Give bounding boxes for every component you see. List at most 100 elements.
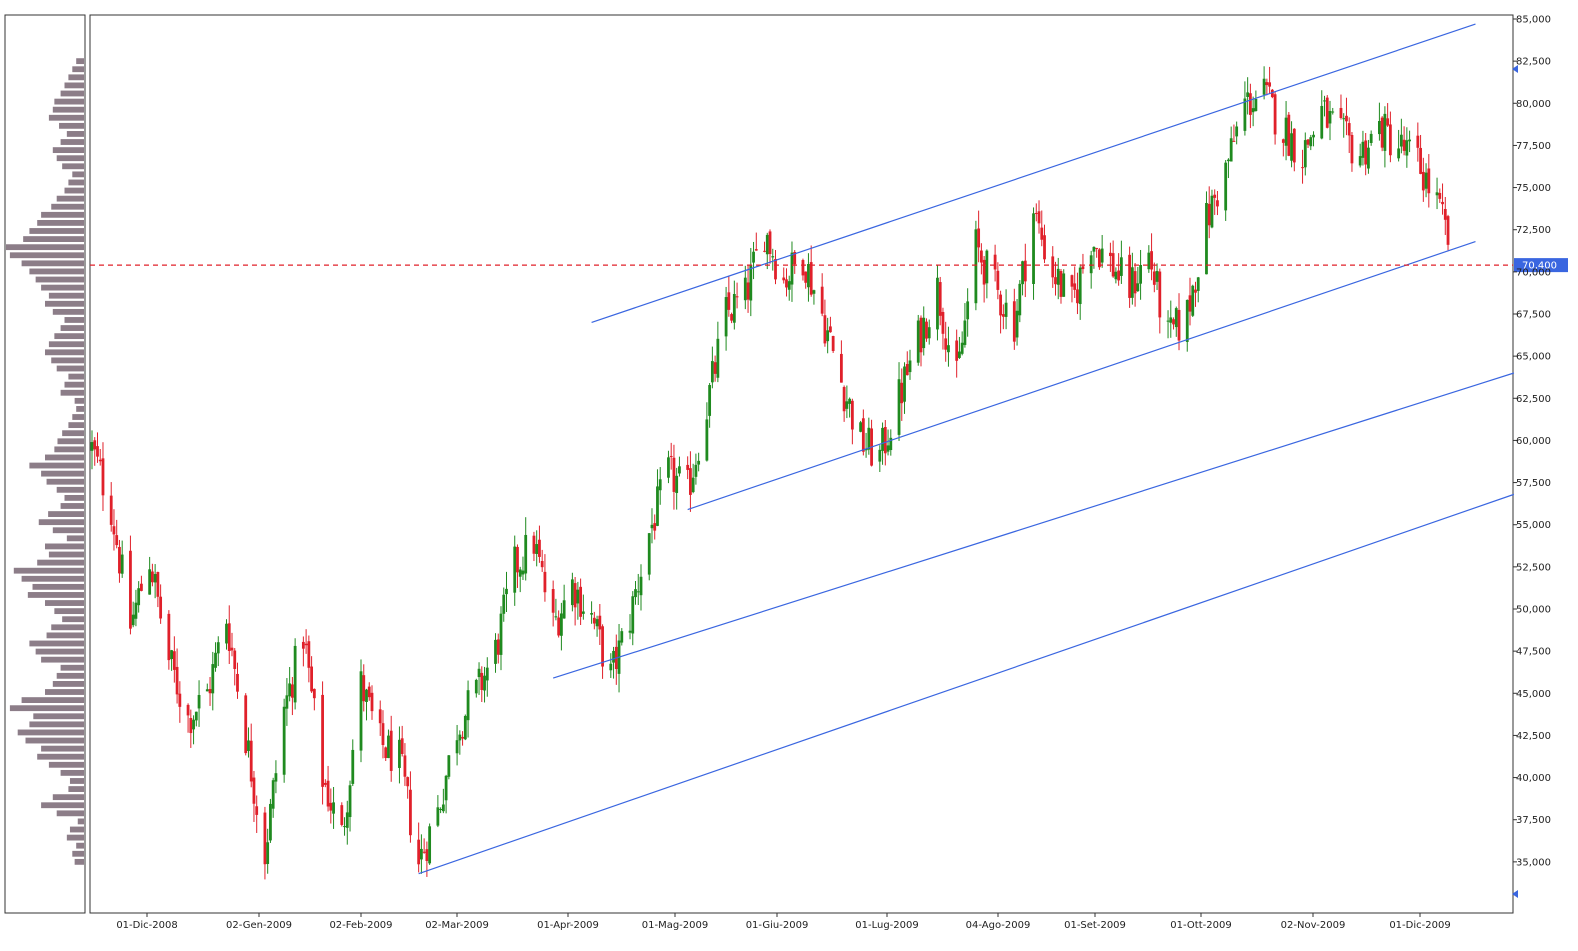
volume-profile-bar	[51, 203, 84, 210]
volume-profile-bar	[46, 632, 84, 639]
y-tick-label: 45,000	[1516, 689, 1551, 700]
candle-body	[963, 320, 967, 345]
candle-body	[1397, 148, 1401, 159]
candle-body	[1347, 123, 1351, 136]
candle-body	[1287, 114, 1291, 156]
candle-body	[477, 668, 481, 678]
candle-body	[326, 780, 330, 807]
candle-body	[384, 747, 388, 758]
candle-body	[944, 338, 948, 350]
candle-body	[1001, 314, 1005, 317]
volume-profile-bar	[23, 236, 84, 242]
candle-body	[194, 711, 198, 721]
y-tick-label: 82,500	[1516, 57, 1551, 68]
candle-body	[1191, 285, 1195, 316]
volume-profile-bar	[45, 300, 84, 307]
volume-profile-bar	[62, 616, 84, 623]
candle-body	[1089, 255, 1093, 274]
candle-body	[156, 572, 160, 597]
candle-body	[455, 740, 459, 754]
candle-body	[301, 641, 305, 649]
candle-body	[829, 326, 832, 333]
volume-profile-bar	[21, 697, 85, 704]
x-tick-label: 01-Ott-2009	[1170, 920, 1231, 931]
candle-body	[763, 250, 766, 252]
volume-profile-bar	[29, 228, 84, 234]
candle-body	[444, 775, 448, 801]
scroll-down-arrow-icon[interactable]	[1512, 890, 1518, 898]
candle-body	[359, 671, 363, 751]
candle-body	[285, 695, 289, 709]
volume-profile-bar	[60, 90, 84, 97]
candle-body	[463, 715, 467, 740]
candle-body	[387, 735, 390, 759]
y-tick-label: 85,000	[1516, 15, 1551, 26]
trendline[interactable]	[591, 23, 1476, 323]
y-tick-label: 72,500	[1516, 225, 1551, 236]
volume-profile-bar	[64, 187, 84, 194]
candle-body	[494, 639, 497, 664]
volume-profile-bar	[52, 106, 84, 113]
candle-body	[524, 534, 528, 574]
candle-body	[647, 533, 651, 575]
candle-body	[1232, 140, 1236, 142]
candle-body	[293, 645, 297, 703]
volume-profile-bar	[9, 252, 84, 259]
trendline[interactable]	[687, 240, 1476, 511]
volume-profile-bar	[56, 195, 84, 202]
candle-body	[1416, 135, 1420, 148]
candle-body	[809, 262, 813, 295]
volume-profile-bar	[45, 689, 84, 695]
candle-body	[118, 546, 121, 574]
volume-profile-bar	[72, 414, 84, 420]
candle-body	[771, 256, 775, 258]
volume-profile-bar	[64, 494, 84, 501]
candle-body	[708, 385, 712, 416]
candle-body	[807, 264, 810, 288]
candle-body	[1174, 308, 1178, 328]
candle-body	[1380, 117, 1384, 148]
candle-body	[672, 457, 676, 492]
candle-body	[513, 546, 517, 593]
candle-body	[686, 464, 690, 470]
candle-body	[502, 594, 506, 614]
candle-body	[886, 445, 890, 452]
candle-body	[1331, 111, 1335, 113]
trendline[interactable]	[552, 372, 1515, 679]
candle-body	[1032, 213, 1035, 284]
trendline[interactable]	[418, 493, 1515, 875]
candle-body	[1040, 227, 1044, 240]
x-tick-label: 04-Ago-2009	[966, 920, 1031, 931]
volume-profile-bar	[54, 333, 84, 340]
candle-body	[244, 695, 248, 754]
candle-body	[1188, 295, 1192, 312]
candle-body	[321, 694, 324, 787]
y-tick-label: 77,500	[1516, 141, 1551, 152]
volume-profile-bar	[35, 648, 84, 655]
volume-profile-bar	[6, 244, 84, 251]
candle-body	[1358, 156, 1362, 166]
candle-body	[1273, 94, 1277, 135]
candle-body	[425, 849, 429, 861]
candle-body	[170, 650, 174, 659]
candle-body	[878, 449, 882, 462]
y-tick-label: 52,500	[1516, 562, 1551, 573]
volume-profile-bar	[48, 511, 84, 517]
volume-profile-bar	[66, 535, 84, 542]
candle-body	[249, 740, 253, 782]
volume-profile-bar	[41, 656, 84, 663]
volume-profile-bar	[57, 438, 84, 445]
candle-body	[214, 652, 217, 668]
volume-profile-bar	[37, 753, 84, 760]
candle-body	[974, 229, 978, 304]
x-tick-label: 02-Nov-2009	[1281, 920, 1346, 931]
scroll-up-arrow-icon[interactable]	[1512, 65, 1518, 73]
candle-body	[694, 464, 698, 477]
candle-body	[691, 477, 695, 493]
candle-body	[225, 623, 228, 644]
candle-body	[1073, 283, 1077, 290]
candle-body	[845, 401, 849, 409]
volume-profile-bar	[51, 624, 84, 631]
volume-profile-bar	[13, 567, 84, 574]
candle-body	[1012, 301, 1016, 342]
